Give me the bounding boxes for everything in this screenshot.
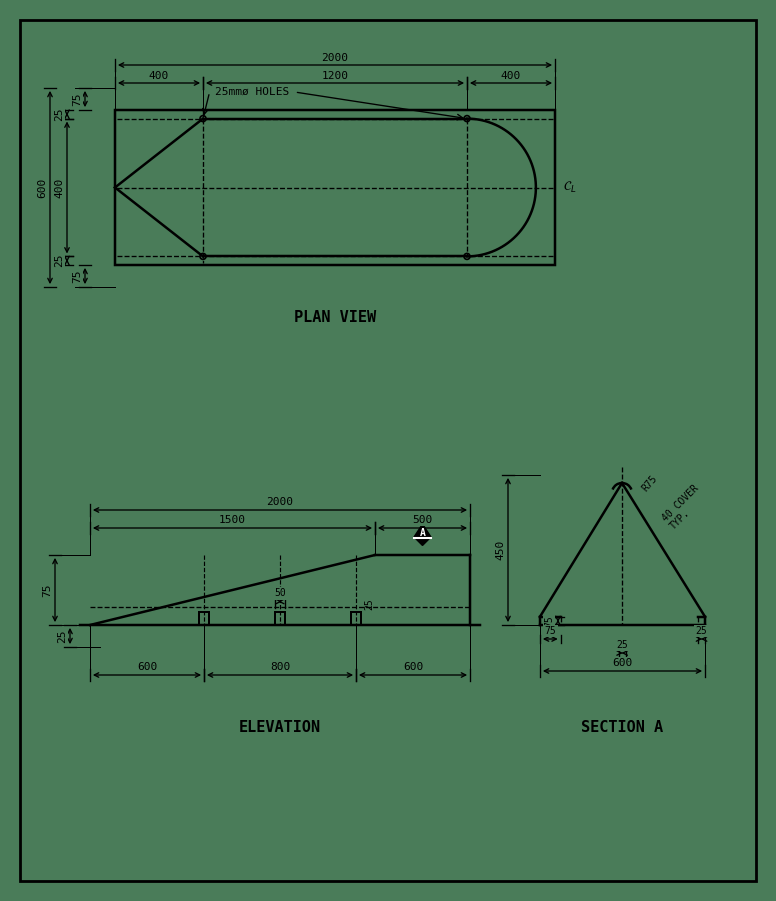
- Text: 75: 75: [72, 92, 82, 105]
- Text: 600: 600: [403, 662, 423, 672]
- Text: 75: 75: [544, 615, 554, 627]
- Text: 40 COVER
TYP.: 40 COVER TYP.: [660, 483, 708, 532]
- Text: ELEVATION: ELEVATION: [239, 720, 321, 734]
- Text: 25: 25: [54, 107, 64, 121]
- Text: 2000: 2000: [266, 497, 293, 507]
- Text: 75: 75: [545, 626, 556, 636]
- Text: 800: 800: [270, 662, 290, 672]
- Text: 50: 50: [274, 588, 286, 598]
- Text: 25: 25: [54, 254, 64, 268]
- Text: 600: 600: [612, 658, 632, 668]
- Text: 25: 25: [696, 626, 708, 636]
- Text: 1200: 1200: [321, 71, 348, 81]
- Text: 400: 400: [501, 71, 521, 81]
- Polygon shape: [414, 524, 431, 545]
- Text: 600: 600: [137, 662, 157, 672]
- Text: R75: R75: [640, 473, 659, 493]
- Text: 1500: 1500: [219, 515, 246, 525]
- Text: 500: 500: [412, 515, 433, 525]
- Text: PLAN VIEW: PLAN VIEW: [294, 310, 376, 324]
- Text: 450: 450: [495, 540, 505, 560]
- Text: 75: 75: [42, 583, 52, 596]
- Text: 25: 25: [616, 640, 628, 650]
- Text: $\mathcal{C}_L$: $\mathcal{C}_L$: [563, 180, 577, 195]
- Text: SECTION A: SECTION A: [581, 720, 663, 734]
- Text: 400: 400: [54, 177, 64, 197]
- Text: 25mmø HOLES: 25mmø HOLES: [215, 87, 289, 97]
- Text: 75: 75: [72, 269, 82, 283]
- Text: 25: 25: [365, 599, 375, 611]
- Text: 400: 400: [149, 71, 169, 81]
- Text: 25: 25: [57, 629, 67, 642]
- Text: 600: 600: [37, 177, 47, 197]
- Text: 2000: 2000: [321, 53, 348, 63]
- Text: A: A: [420, 528, 425, 539]
